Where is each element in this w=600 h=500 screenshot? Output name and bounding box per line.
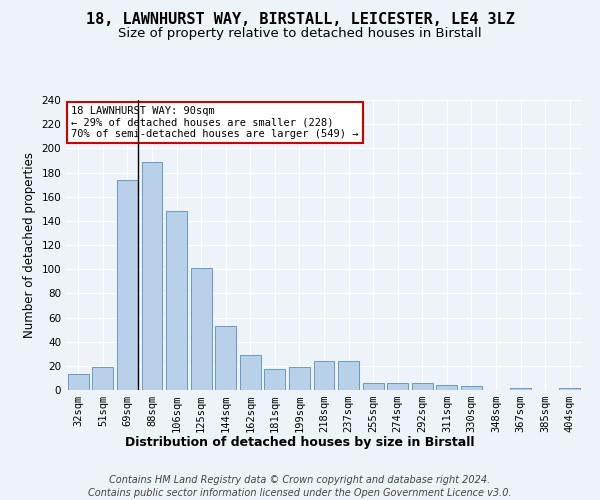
Bar xyxy=(362,383,383,390)
Bar xyxy=(265,370,286,390)
Bar xyxy=(559,388,580,390)
Bar xyxy=(240,355,261,390)
Bar xyxy=(117,180,138,390)
Bar xyxy=(412,383,433,390)
Bar xyxy=(314,361,334,390)
Bar xyxy=(289,367,310,390)
Bar xyxy=(191,268,212,390)
Text: 18 LAWNHURST WAY: 90sqm
← 29% of detached houses are smaller (228)
70% of semi-d: 18 LAWNHURST WAY: 90sqm ← 29% of detache… xyxy=(71,106,359,139)
Bar xyxy=(387,383,408,390)
Text: Contains public sector information licensed under the Open Government Licence v3: Contains public sector information licen… xyxy=(88,488,512,498)
Text: 18, LAWNHURST WAY, BIRSTALL, LEICESTER, LE4 3LZ: 18, LAWNHURST WAY, BIRSTALL, LEICESTER, … xyxy=(86,12,514,28)
Text: Distribution of detached houses by size in Birstall: Distribution of detached houses by size … xyxy=(125,436,475,449)
Y-axis label: Number of detached properties: Number of detached properties xyxy=(23,152,36,338)
Bar xyxy=(338,361,359,390)
Bar xyxy=(436,385,457,390)
Bar xyxy=(215,326,236,390)
Bar xyxy=(92,367,113,390)
Text: Size of property relative to detached houses in Birstall: Size of property relative to detached ho… xyxy=(118,28,482,40)
Text: Contains HM Land Registry data © Crown copyright and database right 2024.: Contains HM Land Registry data © Crown c… xyxy=(109,475,491,485)
Bar xyxy=(68,374,89,390)
Bar xyxy=(461,386,482,390)
Bar xyxy=(510,388,531,390)
Bar xyxy=(142,162,163,390)
Bar xyxy=(166,211,187,390)
